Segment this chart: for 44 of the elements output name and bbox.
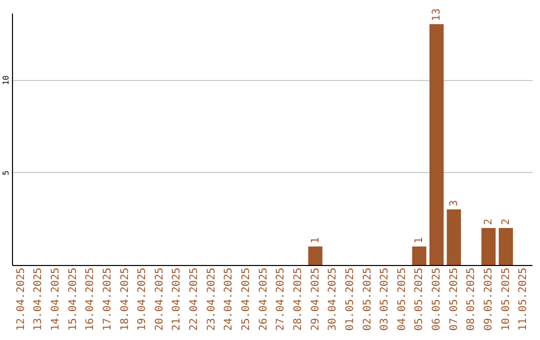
x-tick-label: 02.05.2025 xyxy=(361,268,374,331)
data-label: 1 xyxy=(309,237,322,244)
x-tick-label: 03.05.2025 xyxy=(378,268,391,331)
x-tick-label: 22.04.2025 xyxy=(188,268,200,331)
x-tick-label: 14.04.2025 xyxy=(49,268,62,331)
x-tick-label: 05.05.2025 xyxy=(413,268,426,331)
x-tick-label: 09.05.2025 xyxy=(482,268,495,331)
x-tick-label: 28.04.2025 xyxy=(292,268,304,331)
bar xyxy=(498,228,513,265)
x-tick-label: 17.04.2025 xyxy=(101,268,114,331)
x-tick-label: 21.04.2025 xyxy=(170,268,183,331)
x-tick-label: 23.04.2025 xyxy=(205,268,218,331)
x-tick-label: 18.04.2025 xyxy=(118,268,131,331)
x-tick-label: 11.05.2025 xyxy=(517,268,530,331)
x-tick-label: 01.05.2025 xyxy=(344,268,356,331)
x-tick-label: 27.04.2025 xyxy=(274,268,287,331)
x-tick-label: 29.04.2025 xyxy=(309,268,322,331)
bar xyxy=(446,209,461,265)
x-tick-label: 07.05.2025 xyxy=(448,268,460,331)
x-tick-label: 24.04.2025 xyxy=(222,268,235,331)
y-tick-label: 10 xyxy=(2,75,10,86)
bar xyxy=(412,246,426,265)
x-tick-label: 13.04.2025 xyxy=(32,268,44,331)
y-tick-label: 5 xyxy=(2,170,10,176)
x-tick-label: 06.05.2025 xyxy=(430,268,443,331)
data-label: 2 xyxy=(482,218,495,225)
x-tick-label: 08.05.2025 xyxy=(465,268,478,331)
data-label: 3 xyxy=(448,200,460,206)
x-tick-label: 16.04.2025 xyxy=(84,268,96,331)
x-tick-label: 19.04.2025 xyxy=(136,268,148,331)
x-tick-label: 26.04.2025 xyxy=(257,268,270,331)
x-tick-label: 10.05.2025 xyxy=(500,268,512,331)
x-tick-label: 20.04.2025 xyxy=(153,268,166,331)
x-tick-label: 12.04.2025 xyxy=(14,268,27,331)
bar xyxy=(429,24,444,265)
x-tick-label: 04.05.2025 xyxy=(396,268,408,331)
x-tick-label: 15.04.2025 xyxy=(66,268,79,331)
data-label: 2 xyxy=(500,218,512,225)
bar xyxy=(308,246,322,265)
x-tick-label: 30.04.2025 xyxy=(326,268,339,331)
data-label: 13 xyxy=(430,8,443,22)
x-tick-label: 25.04.2025 xyxy=(240,268,252,331)
data-label: 1 xyxy=(413,237,426,244)
bar xyxy=(481,228,496,265)
